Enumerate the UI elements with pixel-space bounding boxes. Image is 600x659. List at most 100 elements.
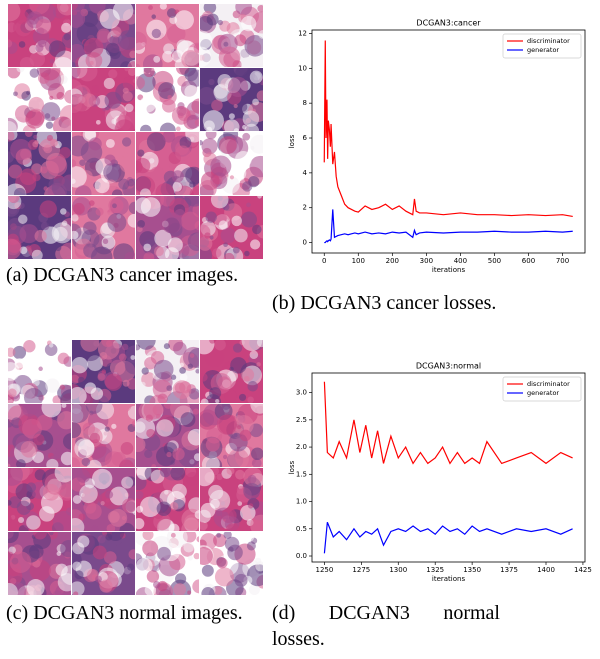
tile-texture	[139, 95, 157, 113]
tile-texture	[241, 211, 257, 228]
tile-texture	[72, 495, 82, 504]
y-axis-label: loss	[288, 460, 296, 474]
tile-texture	[220, 511, 229, 520]
tile-texture	[215, 509, 223, 517]
tile-texture	[144, 449, 153, 459]
tile-texture	[18, 41, 26, 48]
tile	[200, 404, 263, 467]
tile-texture	[65, 340, 71, 351]
tile-texture	[151, 28, 162, 39]
tile-texture	[8, 468, 23, 486]
plot-frame	[311, 372, 586, 563]
tile	[200, 340, 263, 403]
tile-texture	[193, 453, 199, 462]
tile-texture	[175, 145, 191, 161]
tile-texture	[8, 238, 22, 259]
tile-texture	[45, 121, 54, 129]
x-tick-label: 1250	[315, 566, 333, 574]
tile-texture	[60, 451, 71, 466]
tile-texture	[159, 489, 175, 505]
tile-texture	[97, 340, 120, 360]
tile-texture	[163, 404, 174, 409]
tile-texture	[28, 96, 45, 113]
tile-texture	[124, 251, 135, 259]
tile-texture	[82, 93, 97, 108]
chart-title: DCGAN3:normal	[416, 362, 481, 371]
tile-texture	[153, 580, 161, 589]
caption: (d) DCGAN3 normal losses.	[272, 602, 500, 650]
tile-texture	[200, 16, 213, 32]
tile-texture	[136, 490, 144, 500]
tile-texture	[83, 243, 98, 258]
tile-texture	[127, 179, 135, 187]
tile-texture	[223, 242, 228, 248]
tile-texture	[51, 177, 71, 195]
tile-texture	[16, 68, 25, 73]
tile-texture	[139, 496, 161, 518]
tile-texture	[72, 374, 80, 384]
x-tick-label: 1425	[574, 566, 592, 574]
tile-texture	[130, 355, 135, 360]
tile-texture	[218, 46, 241, 67]
tile-texture	[117, 429, 128, 441]
tile-texture	[109, 508, 128, 527]
tile-texture	[249, 350, 259, 360]
tile-texture	[172, 182, 182, 192]
tile	[8, 404, 71, 467]
tile	[72, 132, 135, 195]
tile-texture	[255, 561, 263, 572]
tile-texture	[124, 103, 134, 113]
y-tick-label: 2.0	[296, 443, 307, 451]
tile-texture	[170, 532, 176, 538]
tile	[72, 404, 135, 467]
tile-texture	[131, 420, 135, 427]
tile-texture	[122, 91, 133, 102]
tile-texture	[224, 119, 240, 131]
tile-texture	[137, 220, 145, 228]
tile-texture	[103, 551, 117, 564]
tile-texture	[46, 134, 53, 141]
tile-texture	[157, 546, 171, 561]
tile-texture	[149, 394, 167, 403]
tile-texture	[89, 432, 101, 444]
tile-texture	[187, 232, 199, 252]
tile-texture	[193, 43, 199, 53]
tile-texture	[49, 58, 55, 64]
tile-texture	[79, 159, 86, 166]
tile-texture	[185, 472, 199, 486]
tile-texture	[205, 132, 217, 140]
tile-texture	[122, 498, 135, 513]
tile-texture	[92, 545, 107, 560]
tile-texture	[158, 82, 176, 100]
tile-texture	[15, 148, 32, 165]
tile	[200, 68, 263, 131]
y-tick-label: 12	[298, 29, 307, 37]
tile-texture	[187, 428, 199, 446]
tile-texture	[72, 214, 79, 222]
tile-texture	[91, 468, 113, 490]
tile-texture	[136, 4, 150, 15]
tile-texture	[231, 215, 242, 227]
y-tick-label: 0	[303, 239, 307, 247]
tile-texture	[95, 207, 104, 216]
tile-texture	[119, 459, 135, 467]
tile-texture	[168, 523, 180, 531]
tile-texture	[200, 547, 213, 566]
tile-texture	[136, 63, 141, 67]
tile-texture	[242, 124, 247, 130]
y-tick-label: 1.0	[296, 498, 307, 506]
tile-texture	[248, 503, 254, 509]
tile-texture	[201, 564, 214, 577]
tile-texture	[32, 141, 39, 148]
tile-texture	[29, 68, 40, 78]
tile-texture	[184, 85, 199, 99]
y-tick-label: 0.5	[296, 525, 307, 533]
tile-texture	[249, 155, 263, 178]
tile-texture	[46, 155, 68, 177]
x-tick-label: 700	[556, 257, 569, 265]
tile-texture	[46, 458, 59, 467]
tile-texture	[240, 368, 255, 382]
tile-texture	[75, 185, 92, 195]
tile-texture	[72, 4, 78, 11]
tile	[136, 532, 199, 595]
